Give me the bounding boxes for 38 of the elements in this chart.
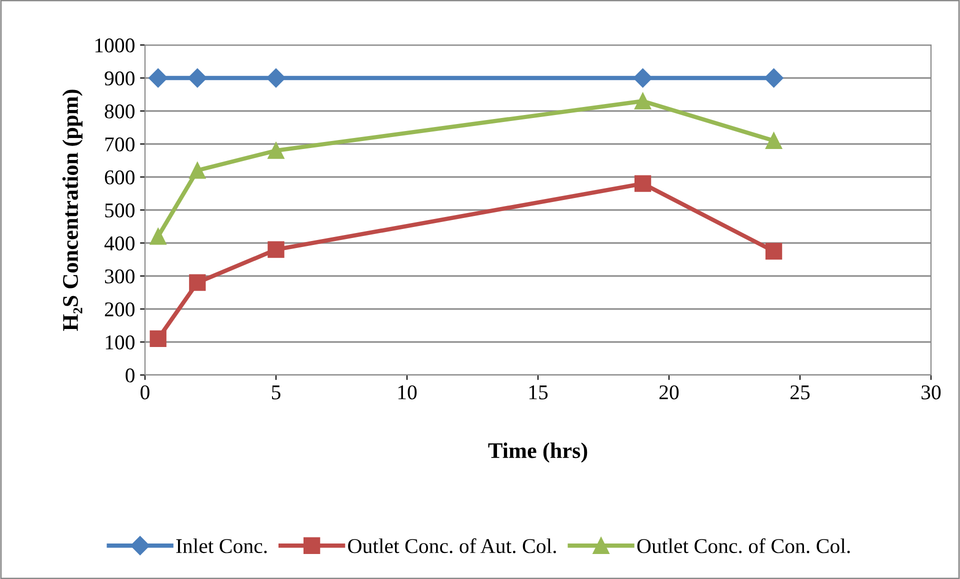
- point: [634, 175, 652, 192]
- y-axis-title: H₂S Concentration (ppm): [62, 90, 82, 331]
- point: [148, 68, 168, 88]
- point: [188, 68, 207, 88]
- y-tick-label: 400: [104, 236, 134, 250]
- point: [266, 68, 286, 88]
- y-tick-label: 1000: [95, 38, 134, 52]
- point: [765, 242, 782, 260]
- y-tick-label: 200: [104, 302, 134, 316]
- x-tick-label: 20: [660, 385, 679, 400]
- point: [765, 132, 782, 150]
- x-tick-label: 5: [272, 386, 280, 400]
- point: [764, 68, 784, 88]
- y-tick-label: 700: [105, 137, 134, 152]
- x-tick-label: 15: [529, 385, 548, 400]
- point: [189, 274, 206, 291]
- point: [268, 241, 284, 258]
- y-tick-label: 600: [104, 170, 134, 184]
- legend-label: Inlet Conc.: [176, 538, 267, 554]
- y-tick-label: 800: [104, 104, 134, 118]
- y-tick-label: 300: [105, 269, 134, 284]
- point: [189, 162, 206, 179]
- point: [633, 68, 652, 88]
- point: [268, 142, 284, 159]
- x-tick-label: 25: [790, 385, 810, 400]
- x-tick-label: 30: [922, 385, 941, 400]
- x-tick-label: 10: [398, 385, 417, 400]
- y-tick-label: 500: [105, 203, 134, 218]
- x-tick-label: 0: [140, 385, 150, 400]
- point: [150, 330, 166, 348]
- y-tick-label: 900: [104, 71, 134, 86]
- y-tick-label: 0: [126, 368, 134, 382]
- legend-label: Outlet Conc. of Aut. Col.: [348, 538, 556, 554]
- legend-label: Outlet Conc. of Con. Col.: [637, 538, 850, 554]
- y-tick-label: 100: [106, 335, 134, 350]
- point: [634, 92, 652, 110]
- point: [150, 228, 166, 245]
- x-axis-title: Time (hrs): [488, 442, 588, 463]
